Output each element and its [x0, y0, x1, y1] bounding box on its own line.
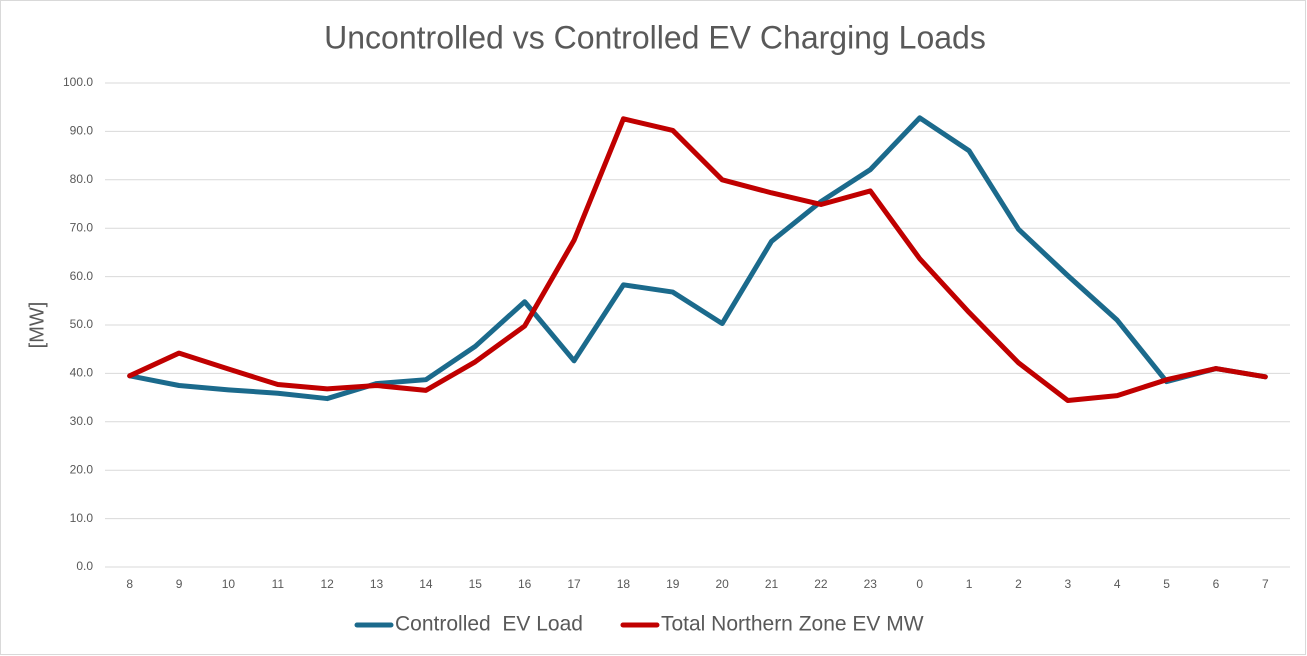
x-tick-label: 23	[864, 577, 878, 591]
x-tick-label: 13	[370, 577, 384, 591]
x-tick-label: 11	[272, 577, 285, 591]
x-tick-label: 16	[518, 577, 532, 591]
x-tick-label: 8	[126, 577, 133, 591]
y-tick-label: 80.0	[70, 172, 94, 186]
x-tick-label: 4	[1114, 577, 1121, 591]
x-tick-label: 0	[916, 577, 923, 591]
y-tick-label: 20.0	[70, 462, 94, 476]
x-tick-label: 15	[469, 577, 483, 591]
y-tick-label: 100.0	[63, 75, 93, 89]
x-tick-label: 2	[1015, 577, 1022, 591]
legend-label: Controlled EV Load	[395, 613, 583, 636]
x-tick-label: 7	[1262, 577, 1269, 591]
x-tick-label: 22	[814, 577, 828, 591]
y-tick-label: 30.0	[70, 414, 94, 428]
y-tick-label: 50.0	[70, 317, 94, 331]
series-line	[127, 116, 1268, 404]
x-tick-label: 6	[1213, 577, 1220, 591]
y-tick-label: 40.0	[70, 366, 94, 380]
x-tick-label: 14	[419, 577, 433, 591]
y-tick-label: 70.0	[70, 220, 94, 234]
x-tick-label: 20	[716, 577, 730, 591]
x-tick-label: 3	[1064, 577, 1071, 591]
y-tick-label: 10.0	[70, 511, 94, 525]
x-tick-label: 19	[666, 577, 680, 591]
legend-label: Total Northern Zone EV MW	[661, 613, 924, 636]
x-tick-label: 17	[567, 577, 581, 591]
x-tick-label: 18	[617, 577, 631, 591]
x-tick-label: 1	[966, 577, 973, 591]
x-tick-label: 9	[176, 577, 183, 591]
x-tick-label: 5	[1163, 577, 1170, 591]
series-line	[127, 115, 1268, 402]
y-axis-label: [MW]	[26, 302, 48, 349]
y-tick-label: 90.0	[70, 124, 94, 138]
x-tick-label: 10	[222, 577, 236, 591]
x-tick-label: 12	[321, 577, 335, 591]
y-tick-label: 60.0	[70, 269, 94, 283]
x-tick-label: 21	[765, 577, 779, 591]
chart-title: Uncontrolled vs Controlled EV Charging L…	[324, 19, 986, 55]
y-tick-label: 0.0	[76, 559, 93, 573]
